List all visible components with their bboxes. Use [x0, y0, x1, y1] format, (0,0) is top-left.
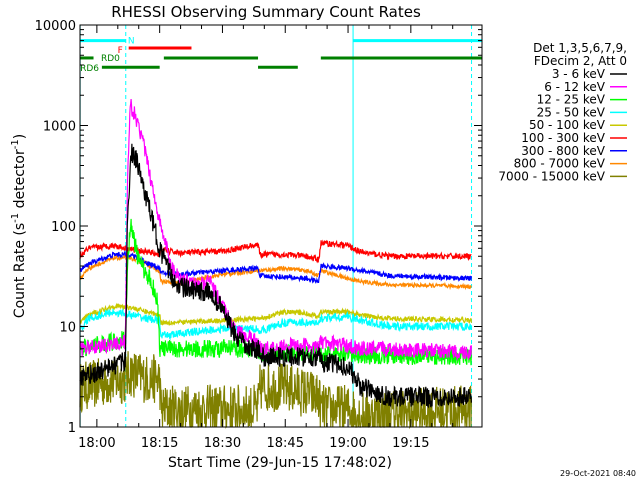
legend-header-line-2: FDecim 2, Att 0	[534, 54, 627, 68]
legend-label-8: 7000 - 15000 keV	[498, 169, 605, 183]
chart-title: RHESSI Observing Summary Count Rates	[111, 3, 421, 21]
series-line-5	[79, 239, 472, 264]
legend-label-0: 3 - 6 keV	[552, 67, 606, 81]
flag-label-rd0: RD0	[101, 54, 120, 64]
x-axis-label: Start Time (29-Jun-15 17:48:02)	[168, 455, 392, 471]
y-axis-label-exp2: -1	[10, 139, 21, 149]
x-tick-label: 18:15	[141, 436, 178, 451]
legend-label-5: 100 - 300 keV	[521, 131, 605, 145]
y-tick-label: 10	[59, 321, 76, 336]
footer-timestamp: 29-Oct-2021 08:40	[560, 469, 636, 478]
legend-label-3: 25 - 50 keV	[537, 105, 606, 119]
x-tick-label: 18:00	[78, 436, 115, 451]
y-tick-label: 1000	[43, 120, 76, 135]
y-axis-label-exp1: -1	[10, 213, 21, 223]
legend-header-line-1: Det 1,3,5,6,7,9,	[533, 41, 627, 55]
y-tick-label: 100	[51, 220, 76, 235]
series-line-3	[79, 308, 472, 341]
series-line-1	[79, 99, 472, 362]
series-line-8	[79, 351, 472, 430]
series-line-6	[79, 250, 472, 285]
series-line-4	[79, 302, 472, 326]
y-axis-label-mid: detector	[12, 149, 28, 213]
y-axis-label-suffix: )	[12, 134, 28, 139]
series-line-0	[79, 143, 472, 409]
x-tick-label: 18:45	[267, 436, 304, 451]
y-tick-label: 10000	[35, 19, 76, 34]
y-axis-label-prefix: Count Rate (s	[12, 223, 28, 318]
x-tick-label: 18:30	[204, 436, 241, 451]
legend: Det 1,3,5,6,7,9, FDecim 2, Att 0 3 - 6 k…	[498, 41, 627, 183]
flag-label-n: N	[128, 37, 135, 47]
y-tick-label: 1	[68, 421, 76, 436]
legend-label-4: 50 - 100 keV	[529, 118, 606, 132]
y-axis-label: Count Rate (s-1 detector-1)	[10, 134, 28, 318]
axes: 1 10 100 1000 10000 18:00 18:15 18:30 18:45 19:00…	[35, 19, 482, 451]
legend-label-1: 6 - 12 keV	[544, 80, 606, 94]
flag-label-f: F	[118, 46, 123, 56]
x-tick-label: 19:00	[329, 436, 366, 451]
legend-label-2: 12 - 25 keV	[537, 93, 606, 107]
legend-label-7: 800 - 7000 keV	[514, 157, 606, 171]
flag-label-rd6: RD6	[80, 64, 99, 74]
legend-label-6: 300 - 800 keV	[521, 144, 605, 158]
x-tick-label: 19:15	[392, 436, 429, 451]
